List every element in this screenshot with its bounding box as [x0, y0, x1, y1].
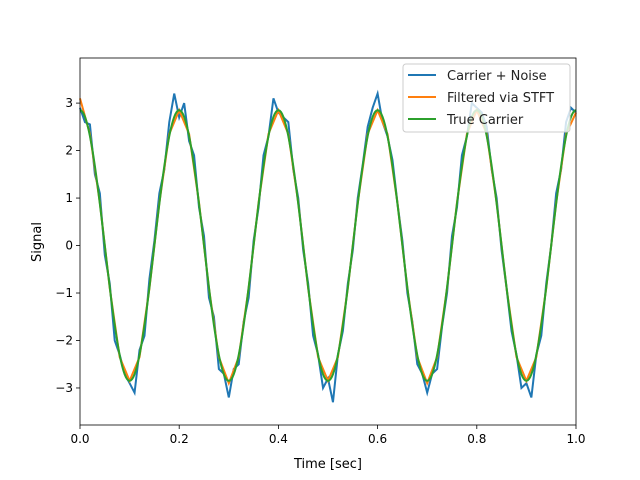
y-tick-label: 1 — [65, 191, 73, 205]
legend: Carrier + Noise Filtered via STFT True C… — [402, 63, 571, 133]
x-tick-label: 0.4 — [269, 432, 288, 446]
y-tick-label: 2 — [65, 144, 73, 158]
y-tick-label: −1 — [55, 286, 73, 300]
x-tick-label: 1.0 — [566, 432, 585, 446]
legend-label-true-carrier: True Carrier — [446, 113, 524, 128]
x-axis-label: Time [sec] — [293, 457, 362, 472]
x-tick-label: 0.0 — [70, 432, 89, 446]
y-tick-label: −2 — [55, 333, 73, 347]
x-tick-label: 0.2 — [170, 432, 189, 446]
axes-frame — [79, 57, 577, 426]
ticks: 0.0 0.2 0.4 0.6 0.8 1.0 −3 −2 −1 0 1 2 3 — [55, 96, 585, 446]
x-tick-label: 0.6 — [368, 432, 387, 446]
y-tick-label: −3 — [55, 381, 73, 395]
x-tick-label: 0.8 — [467, 432, 486, 446]
series-true-carrier-line — [79, 109, 577, 382]
y-axis-label: Signal — [30, 222, 45, 262]
plot-area — [79, 89, 577, 403]
legend-label-filtered: Filtered via STFT — [447, 91, 554, 106]
y-tick-label: 0 — [65, 239, 73, 253]
legend-label-carrier-noise: Carrier + Noise — [447, 69, 547, 84]
y-tick-label: 3 — [65, 96, 73, 110]
legend-box — [402, 63, 571, 133]
